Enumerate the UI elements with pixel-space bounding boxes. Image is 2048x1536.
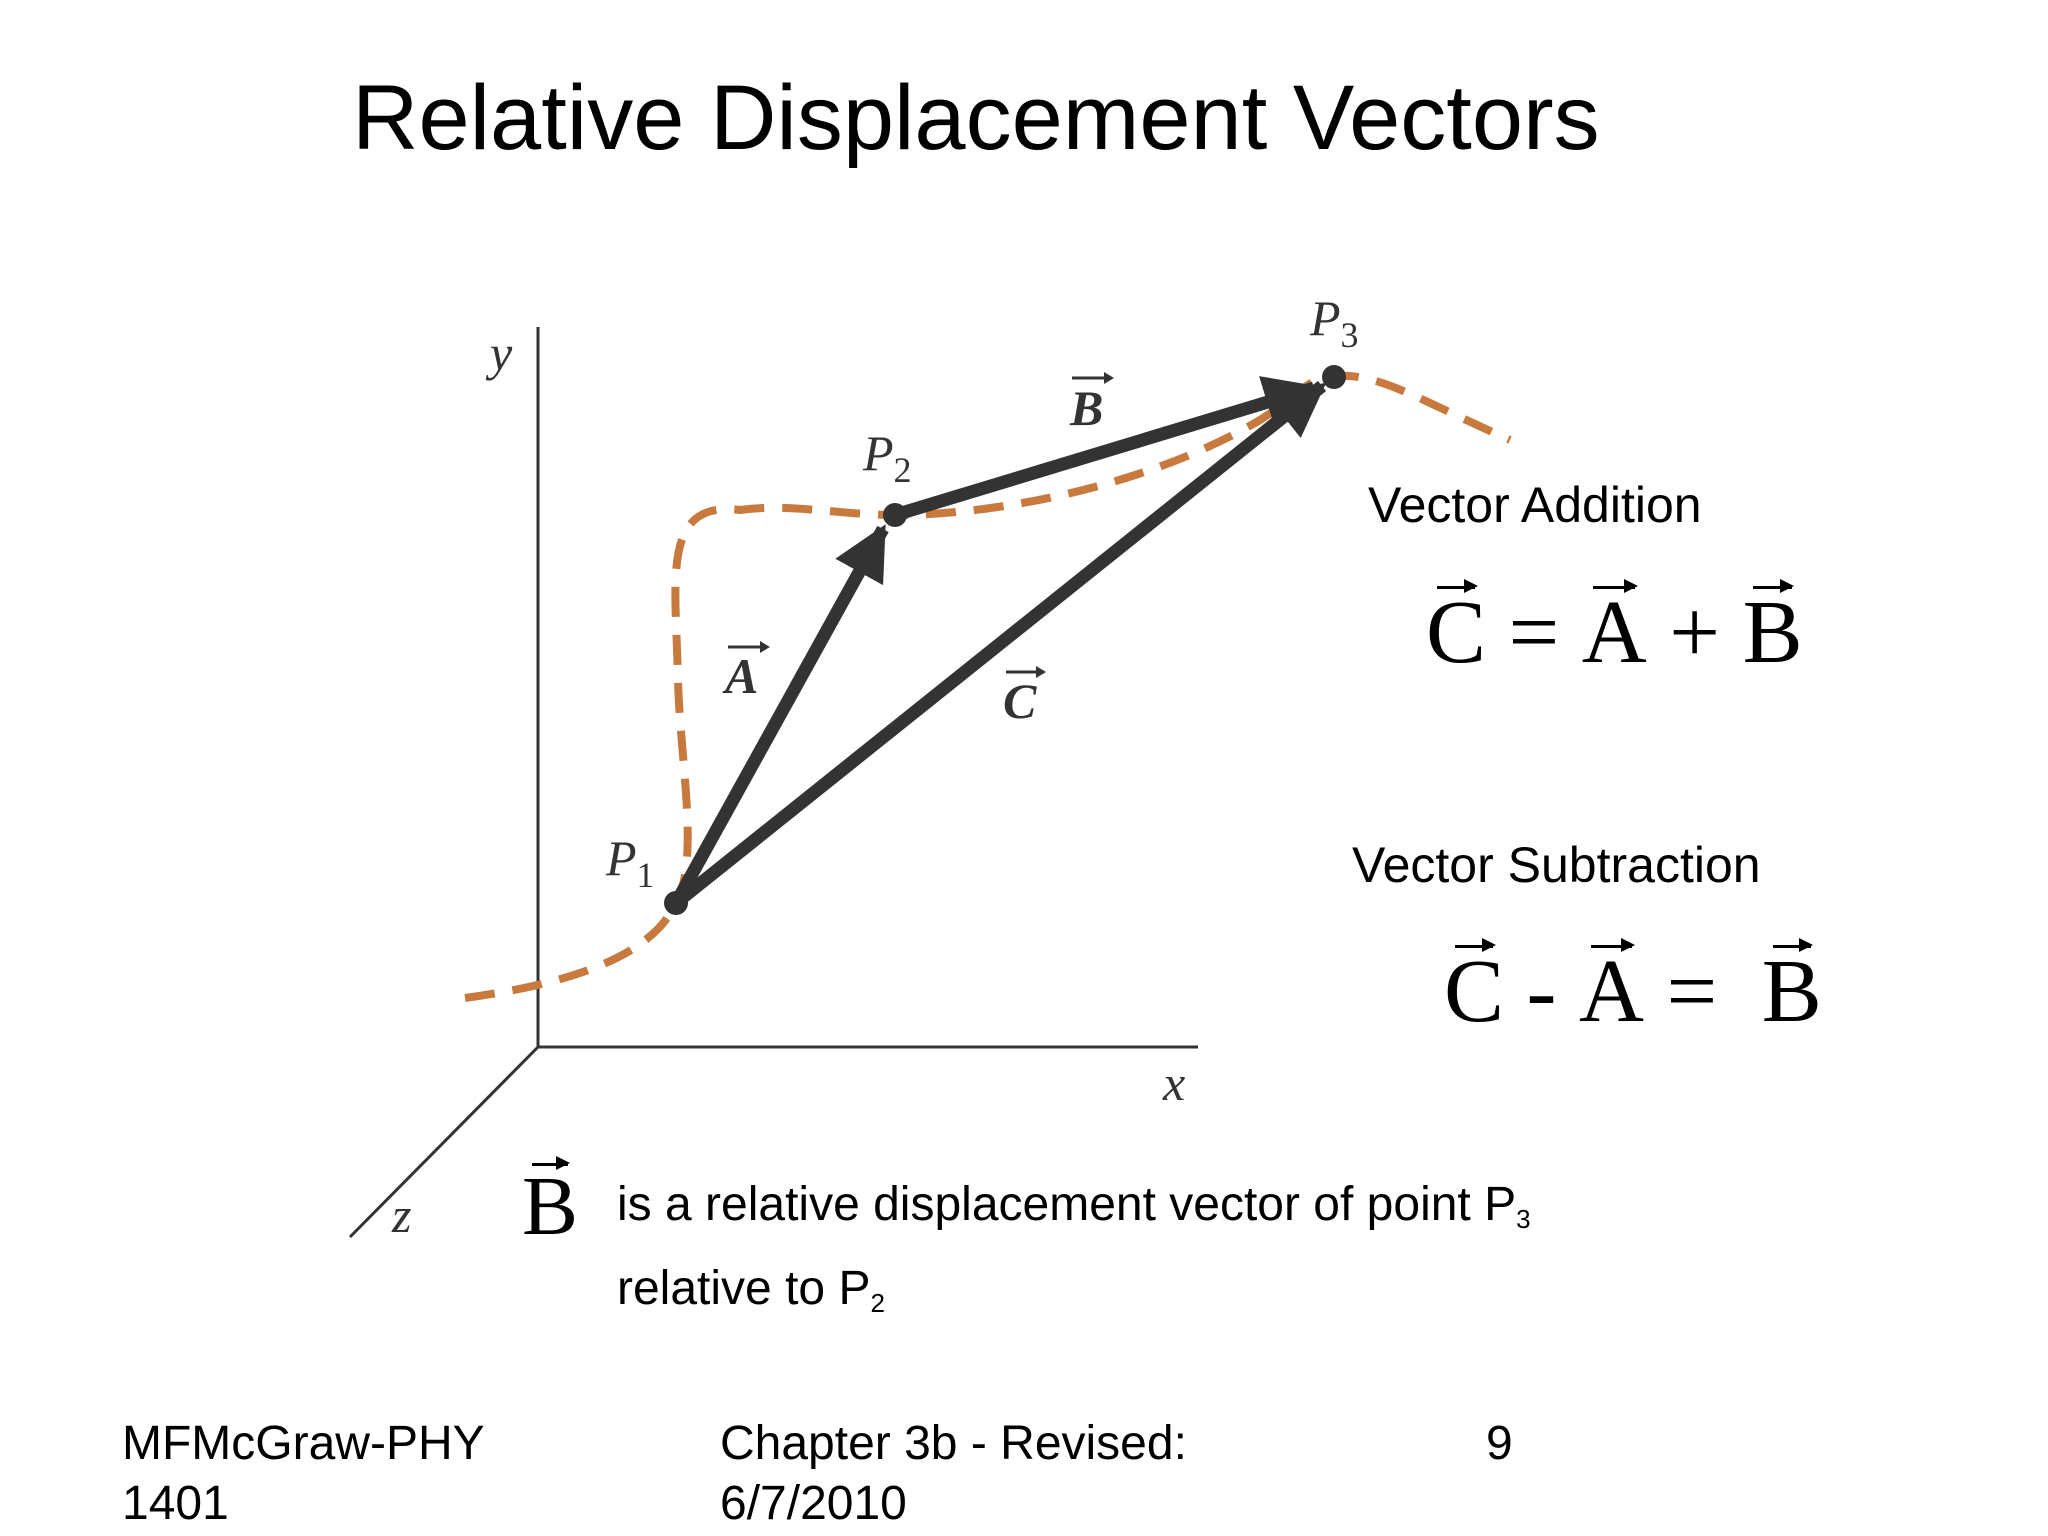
point-p3-label: P3 — [1309, 290, 1359, 355]
x-axis-label: x — [1162, 1055, 1185, 1111]
vector-b-label: B — [1069, 380, 1103, 436]
point-p2 — [883, 503, 907, 527]
point-p1 — [664, 891, 688, 915]
caption-line-2: relative to P2 — [617, 1262, 885, 1318]
vector-c-label: C — [1003, 673, 1037, 729]
vector-addition-equation: C = A + B — [1426, 579, 1803, 682]
footer-course: MFMcGraw-PHY 1401 — [122, 1417, 484, 1530]
vector-a-label: A — [722, 648, 758, 704]
subtraction-equals: = — [1666, 942, 1718, 1041]
footer-chapter: Chapter 3b - Revised: 6/7/2010 — [720, 1417, 1187, 1530]
slide-title: Relative Displacement Vectors — [352, 67, 1600, 169]
vector-a-arrow — [670, 524, 889, 907]
vector-subtraction-equation: C - A = B — [1444, 938, 1822, 1041]
caption-text: is a relative displacement vector of poi… — [617, 1170, 1531, 1338]
y-axis-label: y — [485, 325, 513, 381]
equation-plus: + — [1669, 583, 1721, 682]
z-axis — [348, 1045, 540, 1239]
equation-equals: = — [1508, 583, 1560, 682]
vector-b-arrow — [893, 376, 1320, 522]
equation-c: C — [1426, 579, 1487, 682]
vector-addition-label: Vector Addition — [1368, 477, 1702, 533]
vector-b-label-group: B — [1069, 372, 1114, 436]
vector-subtraction-label: Vector Subtraction — [1352, 837, 1761, 893]
trajectory-path — [464, 371, 1512, 1002]
subtraction-c: C — [1444, 938, 1505, 1041]
point-p1-label: P1 — [605, 830, 655, 895]
subtraction-minus: - — [1526, 942, 1557, 1041]
vector-a-label-group: A — [722, 641, 770, 704]
footer-page-number: 9 — [1486, 1417, 1513, 1470]
equation-b: B — [1742, 579, 1803, 682]
vector-c-label-group: C — [1003, 666, 1046, 729]
subtraction-b: B — [1761, 938, 1822, 1041]
caption-line-1: is a relative displacement vector of poi… — [617, 1178, 1531, 1234]
point-p2-label: P2 — [862, 425, 912, 490]
caption-vector-b: B — [522, 1156, 579, 1253]
equation-a: A — [1581, 579, 1647, 682]
point-p3 — [1322, 365, 1346, 389]
subtraction-a: A — [1579, 938, 1645, 1041]
vector-c-arrow — [671, 380, 1327, 909]
z-axis-label: z — [391, 1187, 411, 1243]
